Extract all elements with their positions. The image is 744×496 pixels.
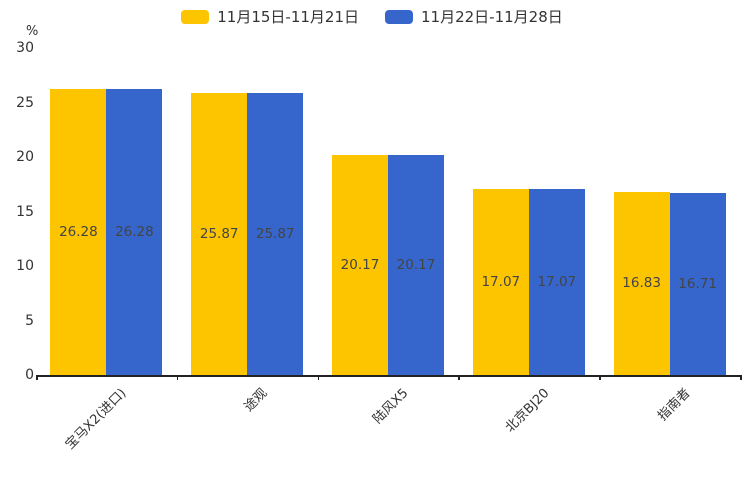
- y-axis-unit-label: %: [26, 24, 39, 39]
- bar-value-label: 25.87: [199, 226, 239, 242]
- x-axis-tick: [176, 375, 179, 380]
- bar-value-label: 16.71: [678, 275, 717, 292]
- legend-item-week2[interactable]: 11月22日-11月28日: [385, 8, 563, 26]
- legend-label-week1: 11月15日-11月21日: [217, 8, 359, 26]
- bar-week2: 20.17: [388, 155, 444, 375]
- bar-value-label: 26.28: [115, 223, 154, 240]
- bar-week1: 17.07: [472, 188, 529, 375]
- x-category-label: 陆风X5: [370, 385, 412, 427]
- bar-value-label: 16.83: [622, 275, 661, 292]
- y-tick-label: 5: [25, 312, 34, 329]
- x-axis-tick: [458, 375, 460, 380]
- x-category-label: 北京BJ20: [502, 385, 553, 436]
- y-tick-label: 15: [16, 203, 34, 220]
- y-tick-label: 10: [16, 258, 34, 274]
- y-tick-label: 25: [16, 94, 34, 111]
- bar-value-label: 20.17: [340, 257, 380, 274]
- bar-week2: 16.71: [669, 192, 726, 375]
- bar-week2: 26.28: [106, 88, 163, 375]
- x-category-label: 宝马X2(进口): [63, 385, 130, 453]
- x-axis-tick: [36, 375, 38, 380]
- x-axis-tick: [317, 375, 320, 380]
- bar-value-label: 17.07: [481, 273, 521, 290]
- x-category-label: 途观: [241, 385, 271, 415]
- bar-value-label: 25.87: [255, 226, 295, 242]
- x-axis-tick: [740, 375, 742, 380]
- x-axis-tick: [599, 375, 601, 380]
- bar-week1: 25.87: [191, 93, 248, 375]
- bar-week2: 25.87: [247, 93, 304, 375]
- bar-value-label: 17.07: [537, 273, 577, 290]
- x-category-label: 指南者: [654, 385, 694, 425]
- legend-label-week2: 11月22日-11月28日: [421, 8, 563, 26]
- bar-value-label: 26.28: [59, 223, 98, 240]
- legend-item-week1[interactable]: 11月15日-11月21日: [181, 8, 359, 26]
- legend-swatch-yellow: [181, 10, 210, 24]
- bar-value-label: 20.17: [396, 257, 436, 274]
- bar-week1: 20.17: [332, 155, 388, 375]
- legend: 11月15日-11月21日 11月22日-11月28日: [0, 8, 744, 26]
- y-tick-label: 30: [16, 40, 34, 56]
- bar-week1: 26.28: [50, 88, 107, 375]
- y-tick-label: 20: [16, 149, 34, 165]
- x-axis-line: [36, 375, 740, 377]
- bar-week1: 16.83: [613, 191, 670, 375]
- legend-swatch-blue: [385, 10, 413, 24]
- y-tick-label: 0: [25, 367, 34, 383]
- bar-week2: 17.07: [528, 188, 585, 375]
